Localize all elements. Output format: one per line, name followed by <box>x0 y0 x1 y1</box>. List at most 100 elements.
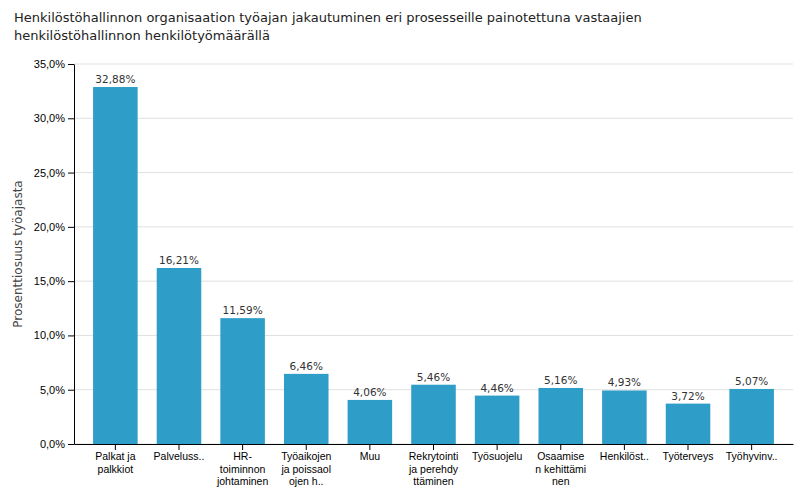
y-tick-label: 0,0% <box>40 438 65 450</box>
x-tick-label-line: ja perehdy <box>408 463 459 475</box>
y-tick: 5,0% <box>40 384 74 396</box>
data-label: 6,46% <box>290 360 323 372</box>
data-label: 11,59% <box>223 304 263 316</box>
x-tick-mark <box>178 444 179 450</box>
x-tick-mark <box>115 444 116 450</box>
x-tick: Työhyvinv.. <box>726 444 778 462</box>
title: Henkilöstöhallinnon organisaation työaja… <box>14 10 642 43</box>
x-tick-label: Muu <box>360 450 381 462</box>
data-label: 5,16% <box>544 374 577 386</box>
x-tick-label-line: n kehittämi <box>535 463 586 475</box>
x-tick-label-line: Osaamise <box>537 450 584 462</box>
x-axis: Palkat japalkkiot Palveluss.. HR-toiminnon… <box>75 444 794 487</box>
y-tick-label: 20,0% <box>34 221 65 233</box>
x-tick: Työaikojenja poissaolojen h.. <box>280 444 331 487</box>
bar <box>284 374 329 444</box>
x-tick-label: Työsuojelu <box>472 450 522 462</box>
y-tick-mark <box>68 390 74 391</box>
bar <box>220 318 265 444</box>
x-tick-label: Työaikojenja poissaolojen h.. <box>280 450 331 486</box>
bar <box>411 385 456 444</box>
y-axis-label: Prosenttiosuus työajasta <box>11 180 25 327</box>
x-tick-label: Työhyvinv.. <box>726 450 778 462</box>
x-tick-mark <box>242 444 243 450</box>
y-tick-mark <box>68 64 74 65</box>
x-tick: Muu <box>360 444 381 462</box>
x-tick: Palveluss.. <box>154 444 205 462</box>
bar <box>157 268 202 444</box>
x-tick-mark <box>433 444 434 450</box>
y-tick-mark <box>68 444 74 445</box>
x-tick-label-line: ttäminen <box>413 475 453 487</box>
x-tick-label-line: ojen h.. <box>289 475 323 487</box>
x-tick-label-line: palkkiot <box>98 463 134 475</box>
y-tick-mark <box>68 335 74 336</box>
x-tick-label-line: Rekrytointi <box>409 450 459 462</box>
bar <box>475 396 520 444</box>
bar <box>666 404 711 444</box>
x-tick-label-line: Työaikojen <box>281 450 331 462</box>
x-tick: Osaamisen kehittäminen <box>535 444 586 487</box>
data-label: 5,46% <box>417 371 450 383</box>
x-tick: HR-toiminnonjohtaminen <box>216 444 269 487</box>
x-tick-mark <box>369 444 370 450</box>
y-tick-label: 10,0% <box>34 329 65 341</box>
bar <box>93 87 138 444</box>
y-tick: 0,0% <box>40 438 74 450</box>
x-tick-mark <box>497 444 498 450</box>
grid-line <box>74 64 793 65</box>
x-tick: Palkat japalkkiot <box>95 444 135 475</box>
y-axis-line <box>74 65 75 445</box>
y-tick: 10,0% <box>34 329 74 341</box>
bar <box>602 390 647 444</box>
x-tick-label-line: toiminnon <box>220 463 266 475</box>
y-tick-label: 5,0% <box>40 384 65 396</box>
bar <box>538 388 583 444</box>
y-tick-label: 15,0% <box>34 275 65 287</box>
y-axis: 0,0% 5,0% 10,0% 15,0% 20,0% 25,0% 30,0% 35,0% <box>34 58 75 450</box>
x-tick: Henkilöst.. <box>600 444 649 462</box>
y-tick-mark <box>68 173 74 174</box>
y-tick-label: 35,0% <box>34 58 65 70</box>
data-label: 3,72% <box>671 390 704 402</box>
x-tick-label-line: Työterveys <box>663 450 714 462</box>
x-tick: Työsuojelu <box>472 444 522 462</box>
x-tick-mark <box>306 444 307 450</box>
bars <box>93 87 774 444</box>
x-tick-label-line: Palkat ja <box>95 450 135 462</box>
y-tick: 25,0% <box>34 167 74 179</box>
x-tick-label-line: Muu <box>360 450 381 462</box>
x-tick-mark <box>624 444 625 450</box>
y-tick: 20,0% <box>34 221 74 233</box>
data-label: 32,88% <box>95 73 135 85</box>
data-label: 16,21% <box>159 254 199 266</box>
x-tick-label: Henkilöst.. <box>600 450 649 462</box>
data-label: 4,06% <box>353 386 386 398</box>
y-tick-mark <box>68 281 74 282</box>
x-tick-label: Palkat japalkkiot <box>95 450 135 474</box>
x-tick-mark <box>560 444 561 450</box>
title-line: henkilöstöhallinnon henkilötyömäärällä <box>14 28 270 43</box>
y-tick: 35,0% <box>34 58 74 70</box>
y-tick: 30,0% <box>34 112 74 124</box>
x-tick-label-line: Palveluss.. <box>154 450 205 462</box>
x-tick-label: Rekrytointija perehdyttäminen <box>408 450 459 486</box>
y-tick-mark <box>68 118 74 119</box>
grid-line <box>74 226 793 227</box>
bar <box>348 400 393 444</box>
x-tick-mark <box>688 444 689 450</box>
x-tick: Rekrytointija perehdyttäminen <box>408 444 459 487</box>
plot: 32,88% 16,21% 11,59% 6,46% 4,06% 5,46% 4,46% 5,… <box>34 58 794 487</box>
bar <box>729 389 774 444</box>
x-tick-mark <box>751 444 752 450</box>
x-tick-label-line: johtaminen <box>216 475 269 487</box>
x-tick-label-line: nen <box>552 475 570 487</box>
data-label: 4,46% <box>480 382 513 394</box>
data-label: 5,07% <box>735 375 768 387</box>
x-tick-label-line: Työhyvinv.. <box>726 450 778 462</box>
title-line: Henkilöstöhallinnon organisaation työaja… <box>14 10 642 25</box>
grid-line <box>74 118 793 119</box>
x-tick-label-line: ja poissaol <box>280 463 331 475</box>
x-tick-label-line: HR- <box>233 450 252 462</box>
y-tick: 15,0% <box>34 275 74 287</box>
